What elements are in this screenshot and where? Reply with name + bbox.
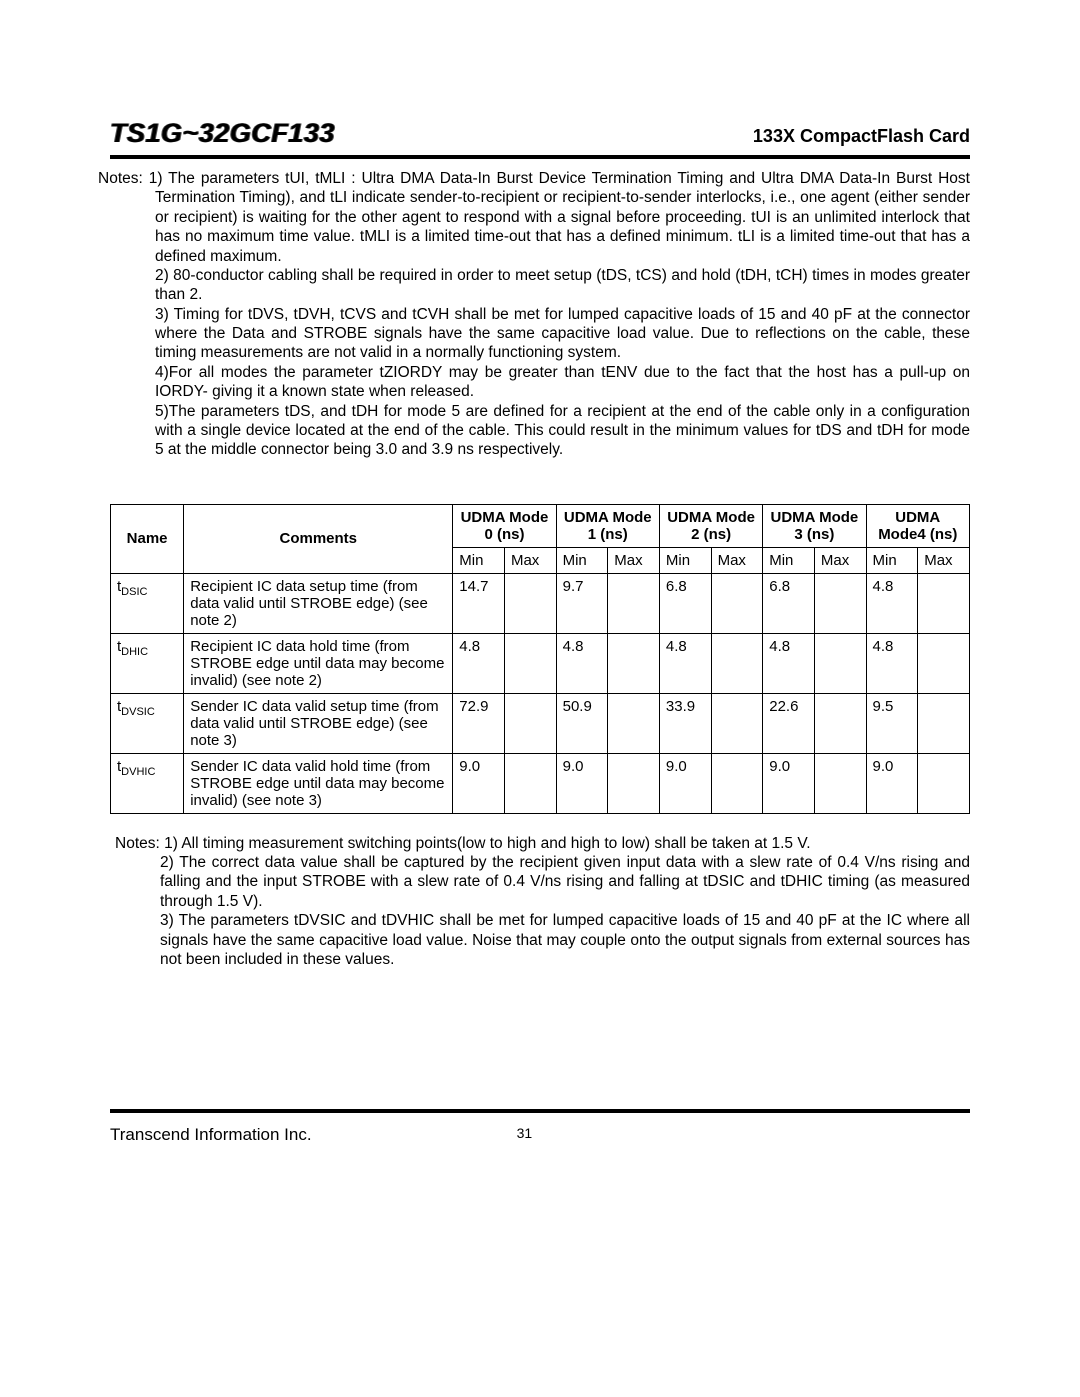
th-mode4: UDMA Mode4 (ns): [866, 504, 969, 547]
cell-m3min: 6.8: [763, 573, 815, 633]
cell-m1min: 9.0: [556, 753, 608, 813]
cell-m1max: [608, 573, 660, 633]
th-m0-min: Min: [453, 547, 505, 573]
cell-m4max: [918, 753, 970, 813]
footer-company: Transcend Information Inc.: [110, 1125, 312, 1145]
cell-comments: Recipient IC data setup time (from data …: [184, 573, 453, 633]
notes1-l2: 2) 80-conductor cabling shall be require…: [155, 266, 970, 305]
table-row: tDSICRecipient IC data setup time (from …: [111, 573, 970, 633]
th-m4-min: Min: [866, 547, 918, 573]
notes2-l1: Notes: 1) All timing measurement switchi…: [115, 834, 970, 853]
cell-m2max: [711, 633, 763, 693]
header: TS1G~32GCF133 133X CompactFlash Card: [110, 118, 970, 159]
cell-m0min: 9.0: [453, 753, 505, 813]
th-m3-max: Max: [814, 547, 866, 573]
cell-name: tDVSIC: [111, 693, 184, 753]
cell-m4min: 9.0: [866, 753, 918, 813]
footer: Transcend Information Inc. 31: [110, 1121, 970, 1145]
cell-m2min: 9.0: [659, 753, 711, 813]
notes1-l1: The parameters tUI, tMLI : Ultra DMA Dat…: [155, 170, 970, 265]
notes-block-2: Notes: 1) All timing measurement switchi…: [115, 834, 970, 970]
cell-m4max: [918, 633, 970, 693]
cell-m3min: 4.8: [763, 633, 815, 693]
notes1-prefix: Notes: 1): [98, 170, 168, 187]
spec-table-wrap: Name Comments UDMA Mode 0 (ns) UDMA Mode…: [110, 504, 970, 814]
cell-name: tDHIC: [111, 633, 184, 693]
product-title: TS1G~32GCF133: [110, 118, 335, 149]
cell-m3min: 9.0: [763, 753, 815, 813]
cell-m2max: [711, 573, 763, 633]
footer-rule: [110, 1109, 970, 1113]
cell-m1max: [608, 753, 660, 813]
cell-comments: Sender IC data valid hold time (from STR…: [184, 753, 453, 813]
table-body: tDSICRecipient IC data setup time (from …: [111, 573, 970, 813]
th-mode0: UDMA Mode 0 (ns): [453, 504, 556, 547]
page: TS1G~32GCF133 133X CompactFlash Card Not…: [0, 0, 1080, 1185]
cell-comments: Sender IC data valid setup time (from da…: [184, 693, 453, 753]
cell-m4min: 4.8: [866, 573, 918, 633]
th-name: Name: [111, 504, 184, 573]
notes2-l2: 2) The correct data value shall be captu…: [160, 853, 970, 911]
cell-m1min: 4.8: [556, 633, 608, 693]
th-mode1: UDMA Mode 1 (ns): [556, 504, 659, 547]
cell-m3min: 22.6: [763, 693, 815, 753]
notes1-l5: 5)The parameters tDS, and tDH for mode 5…: [155, 402, 970, 460]
cell-m0max: [504, 693, 556, 753]
cell-m3max: [814, 633, 866, 693]
notes-block-1: Notes: 1) The parameters tUI, tMLI : Ult…: [155, 169, 970, 460]
cell-m0min: 4.8: [453, 633, 505, 693]
th-m2-max: Max: [711, 547, 763, 573]
cell-comments: Recipient IC data hold time (from STROBE…: [184, 633, 453, 693]
cell-name: tDSIC: [111, 573, 184, 633]
th-m0-max: Max: [504, 547, 556, 573]
cell-m2min: 4.8: [659, 633, 711, 693]
table-header-row-1: Name Comments UDMA Mode 0 (ns) UDMA Mode…: [111, 504, 970, 547]
notes1-l4: 4)For all modes the parameter tZIORDY ma…: [155, 363, 970, 402]
cell-m1min: 50.9: [556, 693, 608, 753]
th-m1-min: Min: [556, 547, 608, 573]
th-m3-min: Min: [763, 547, 815, 573]
cell-m0min: 14.7: [453, 573, 505, 633]
cell-m4min: 4.8: [866, 633, 918, 693]
th-m4-max: Max: [918, 547, 970, 573]
cell-m4max: [918, 693, 970, 753]
th-mode2: UDMA Mode 2 (ns): [659, 504, 762, 547]
th-m2-min: Min: [659, 547, 711, 573]
cell-m0max: [504, 633, 556, 693]
table-head: Name Comments UDMA Mode 0 (ns) UDMA Mode…: [111, 504, 970, 573]
cell-m3max: [814, 693, 866, 753]
product-subtitle: 133X CompactFlash Card: [753, 126, 970, 147]
cell-m2min: 6.8: [659, 573, 711, 633]
table-row: tDVHICSender IC data valid hold time (fr…: [111, 753, 970, 813]
notes1-l3: 3) Timing for tDVS, tDVH, tCVS and tCVH …: [155, 305, 970, 363]
footer-page-number: 31: [517, 1125, 533, 1145]
cell-name: tDVHIC: [111, 753, 184, 813]
cell-m1max: [608, 633, 660, 693]
cell-m1min: 9.7: [556, 573, 608, 633]
th-mode3: UDMA Mode 3 (ns): [763, 504, 866, 547]
cell-m2max: [711, 753, 763, 813]
cell-m4min: 9.5: [866, 693, 918, 753]
cell-m2min: 33.9: [659, 693, 711, 753]
table-row: tDVSICSender IC data valid setup time (f…: [111, 693, 970, 753]
cell-m4max: [918, 573, 970, 633]
table-row: tDHICRecipient IC data hold time (from S…: [111, 633, 970, 693]
th-m1-max: Max: [608, 547, 660, 573]
cell-m2max: [711, 693, 763, 753]
cell-m1max: [608, 693, 660, 753]
cell-m3max: [814, 753, 866, 813]
spec-table: Name Comments UDMA Mode 0 (ns) UDMA Mode…: [110, 504, 970, 814]
cell-m3max: [814, 573, 866, 633]
th-comments: Comments: [184, 504, 453, 573]
cell-m0max: [504, 573, 556, 633]
cell-m0min: 72.9: [453, 693, 505, 753]
cell-m0max: [504, 753, 556, 813]
notes2-l3: 3) The parameters tDVSIC and tDVHIC shal…: [160, 911, 970, 969]
